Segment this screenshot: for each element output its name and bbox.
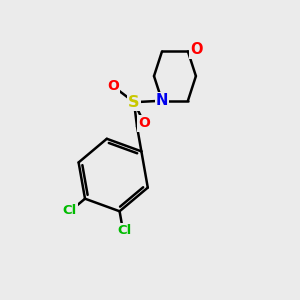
Text: Cl: Cl	[117, 224, 131, 237]
Text: S: S	[128, 95, 140, 110]
Text: O: O	[138, 116, 150, 130]
Text: O: O	[190, 43, 203, 58]
Text: Cl: Cl	[62, 204, 77, 217]
Text: O: O	[107, 79, 119, 93]
Text: N: N	[156, 93, 168, 108]
